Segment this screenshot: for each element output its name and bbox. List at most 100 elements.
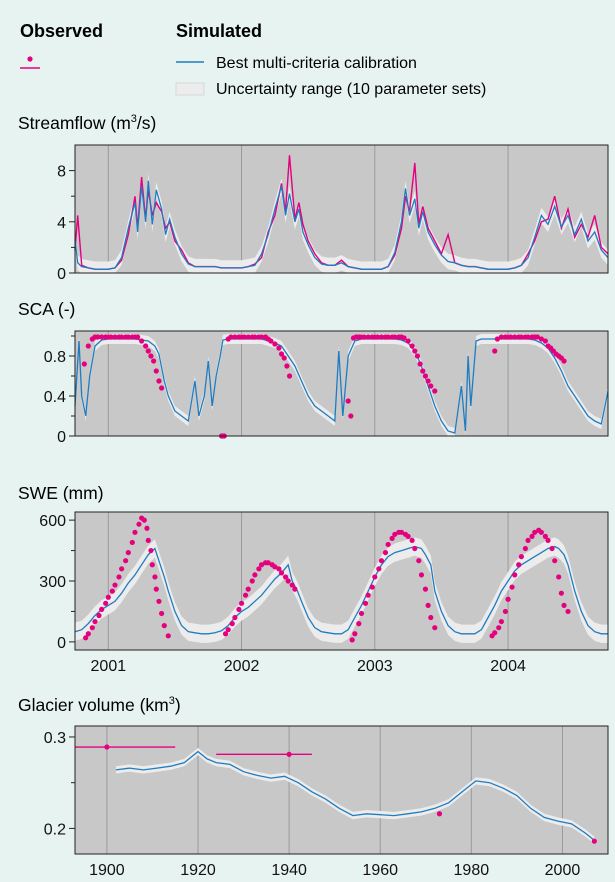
observed-point [153,586,159,592]
observed-point [132,529,138,535]
y-tick-label: 0 [57,429,66,446]
observed-point [525,334,531,340]
observed-point [565,608,571,615]
x-tick-label: 2001 [91,658,127,675]
observed-point [252,334,258,340]
observed-point [409,343,415,349]
observed-point [225,627,231,633]
observed-point [428,383,434,389]
observed-point [512,334,518,340]
observed-point [365,592,371,598]
observed-point [414,353,421,359]
observed-point [256,566,262,572]
observed-point [96,612,102,619]
y-tick-label: 4 [57,215,66,232]
observed-point [159,385,165,391]
x-tick-label: 1960 [362,862,398,879]
observed-point [245,334,251,340]
observed-point [412,545,418,552]
observed-point [272,341,278,347]
observed-point [561,602,567,608]
observed-point [498,618,504,625]
observed-point [116,574,122,580]
observed-point [352,631,358,637]
observed-point [232,334,238,340]
observed-point [268,338,274,344]
observed-point [249,578,255,584]
x-tick-label: 2000 [545,862,581,879]
observed-point [502,608,508,615]
legend-simulated-header: Simulated [176,21,262,41]
observed-point [494,336,501,342]
legend: Observed Simulated Best multi-criteria c… [20,21,486,98]
observed-point [119,334,125,340]
y-tick-label: 0 [57,266,66,283]
observed-point [436,811,443,817]
observed-point [376,566,382,572]
observed-point [151,358,157,364]
observed-point [525,537,531,544]
observed-point [425,602,431,608]
observed-point [385,334,391,340]
legend-range-label: Uncertainty range (10 parameter sets) [216,81,486,98]
observed-point [417,361,423,367]
observed-point [532,529,538,535]
observed-point [378,558,385,564]
observed-point [258,334,265,340]
observed-point [392,334,398,340]
legend-best-label: Best multi-criteria calibration [216,55,417,72]
observed-point [156,378,162,384]
y-tick-label: 0.8 [44,349,66,366]
panel-title-swe: SWE (mm) [18,483,104,503]
observed-point [103,600,109,606]
observed-point [289,582,295,588]
observed-point [496,625,502,631]
observed-point [242,592,249,598]
x-tick-label: 1940 [271,862,307,879]
y-tick-label: 0.4 [44,389,66,406]
observed-point [409,537,415,544]
observed-point [372,574,378,580]
observed-point [278,351,285,357]
observed-point [362,600,369,606]
observed-point [365,334,371,340]
observed-point [382,549,389,556]
observed-point [405,338,411,344]
observed-point [349,637,355,643]
y-tick-label: 0.3 [44,730,66,747]
observed-point [238,600,245,606]
observed-point [508,334,514,340]
observed-point [141,517,147,523]
y-tick-label: 600 [39,513,66,530]
observed-point [420,368,426,374]
observed-point [125,334,131,340]
observed-point [422,373,429,379]
observed-point [292,586,298,592]
observed-point [232,614,238,621]
observed-point [552,558,558,564]
observed-point [109,588,115,594]
observed-point [591,838,597,844]
observed-point [378,334,385,340]
y-tick-label: 300 [39,574,66,591]
observed-point [112,334,118,340]
observed-point [149,562,155,568]
y-tick-label: 0.2 [44,821,66,838]
observed-point [108,334,114,340]
observed-point [148,353,154,359]
observed-point [136,521,142,527]
observed-point [538,336,544,342]
observed-point [405,533,411,539]
observed-point [145,348,151,354]
observed-point [522,545,528,552]
observed-point [558,590,564,596]
x-tick-label: 2004 [490,658,526,675]
observed-point [236,606,242,613]
observed-point [428,614,434,621]
streamflow-panel: 0 4 8 [57,144,609,283]
observed-point [252,572,258,578]
observed-point [492,348,498,354]
observed-point [561,358,567,364]
x-tick-label: 2002 [224,658,260,675]
observed-point [385,541,391,548]
